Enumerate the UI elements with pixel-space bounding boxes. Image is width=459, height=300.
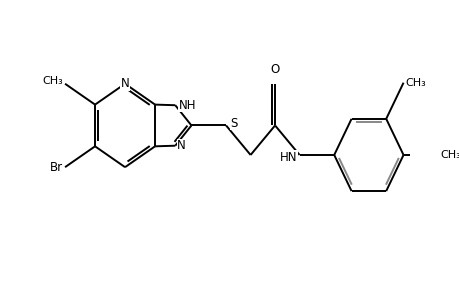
Text: CH₃: CH₃: [42, 76, 63, 86]
Text: N: N: [177, 139, 186, 152]
Text: S: S: [230, 116, 237, 130]
Text: HN: HN: [280, 151, 297, 164]
Text: CH₃: CH₃: [439, 150, 459, 160]
Text: N: N: [120, 77, 129, 90]
Text: CH₃: CH₃: [405, 78, 425, 88]
Text: O: O: [270, 63, 279, 76]
Text: Br: Br: [50, 161, 63, 174]
Text: NH: NH: [178, 99, 196, 112]
